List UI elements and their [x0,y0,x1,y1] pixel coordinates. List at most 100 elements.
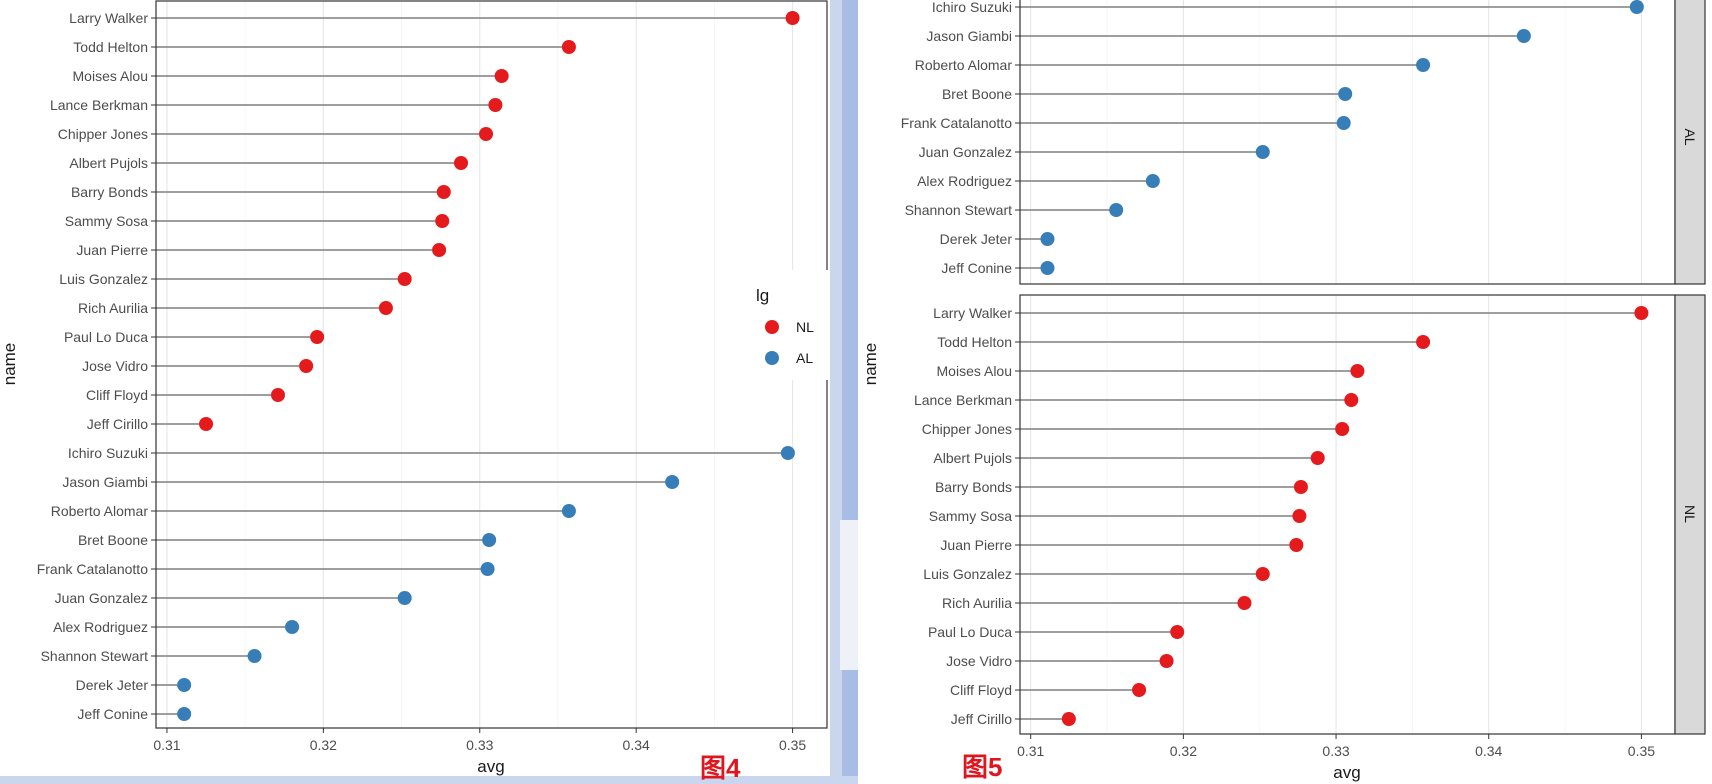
fig4-x-tick-label: 0.31 [153,737,180,753]
fig5-al-label-shannon-stewart: Shannon Stewart [905,202,1013,218]
fig5-nl-strip [1674,294,1706,735]
fig5-nl-label-moises-alou: Moises Alou [937,363,1012,379]
fig5-nl-point-lance-berkman [1344,393,1359,407]
fig4-point-cliff-floyd [271,388,285,402]
fig5-x-tick-labels: 0.31 0.32 0.33 0.34 0.35 [1017,734,1655,759]
fig5-nl-label-rich-aurilia: Rich Aurilia [942,595,1012,611]
fig4-label-barry-bonds: Barry Bonds [71,184,148,200]
fig4-label-alex-rodriguez: Alex Rodriguez [53,619,148,635]
fig4-label-larry-walker: Larry Walker [69,10,148,26]
fig5-nl-point-cliff-floyd [1132,683,1147,697]
fig5-y-axis-title: name [861,343,880,386]
fig5-nl-point-jose-vidro [1159,654,1174,668]
fig5-al-label-jeff-conine: Jeff Conine [941,260,1012,276]
fig4-point-chipper-jones [479,127,494,141]
fig4-point-rich-aurilia [378,301,393,315]
fig5-nl-label-jose-vidro: Jose Vidro [946,653,1012,669]
fig4-panel-background [156,0,827,728]
fig4-point-jason-giambi [665,475,680,489]
fig5-al-point-jason-giambi [1516,29,1531,43]
fig5-nl-label-chipper-jones: Chipper Jones [922,421,1012,437]
fig5-x-axis-title: avg [1333,763,1360,782]
fig5-nl-point-jeff-cirillo [1061,712,1076,726]
fig5-background [858,0,1712,784]
fig4-point-ichiro-suzuki [780,446,795,460]
fig5-x-tick-label: 0.32 [1170,743,1197,759]
fig4-label-albert-pujols: Albert Pujols [69,155,148,171]
fig5-al-label-bret-boone: Bret Boone [942,86,1012,102]
fig5-al-gridlines [1030,0,1642,284]
fig5-al-label-derek-jeter: Derek Jeter [940,231,1013,247]
fig4-point-larry-walker [785,11,800,25]
fig4-label-jose-vidro: Jose Vidro [82,358,148,374]
fig5-al-marks [1020,0,1644,275]
fig5-al-label-roberto-alomar: Roberto Alomar [915,57,1013,73]
fig4-x-tick-label: 0.32 [310,737,337,753]
fig5-nl-point-luis-gonzalez [1255,567,1270,581]
fig4-label-todd-helton: Todd Helton [73,39,148,55]
fig5-facet-nl: NL Larry Walker Todd Helton Moises Alou Lan… [914,294,1706,735]
fig4-label-jeff-conine: Jeff Conine [77,706,148,722]
fig5-al-label-juan-gonzalez: Juan Gonzalez [919,144,1012,160]
fig4-label-lance-berkman: Lance Berkman [50,97,148,113]
fig5-x-tick-label: 0.35 [1628,743,1655,759]
fig4-x-tick-label: 0.35 [779,737,806,753]
fig5-nl-label-albert-pujols: Albert Pujols [933,450,1012,466]
fig4-caption-label: 图4 [700,753,741,783]
fig4-label-jason-giambi: Jason Giambi [62,474,148,490]
fig5-nl-point-chipper-jones [1335,422,1350,436]
fig5-nl-label-luis-gonzalez: Luis Gonzalez [923,566,1012,582]
fig4-label-frank-catalanotto: Frank Catalanotto [37,561,148,577]
fig5-caption-label: 图5 [962,752,1002,782]
fig5-al-point-frank-catalanotto [1336,116,1351,130]
fig5-nl-point-sammy-sosa [1292,509,1307,523]
fig5-al-point-juan-gonzalez [1255,145,1270,159]
fig5-al-label-ichiro-suzuki: Ichiro Suzuki [932,0,1012,15]
fig4-y-tick-labels: Larry Walker Todd Helton Moises Alou Lance … [37,10,156,722]
fig4-x-tick-label: 0.34 [623,737,650,753]
fig5-al-strip-label: AL [1682,128,1698,145]
fig5-nl-point-albert-pujols [1310,451,1325,465]
fig5-al-point-derek-jeter [1040,232,1055,246]
fig5-x-tick-label: 0.34 [1475,743,1502,759]
fig4-label-shannon-stewart: Shannon Stewart [41,648,149,664]
fig5-nl-label-juan-pierre: Juan Pierre [940,537,1012,553]
fig4-label-bret-boone: Bret Boone [78,532,148,548]
fig4-point-jose-vidro [299,359,314,373]
fig5-al-y-tick-labels: Ichiro Suzuki Jason Giambi Roberto Alomar B… [901,0,1020,276]
fig5-al-strip [1674,0,1706,285]
fig5-al-label-jason-giambi: Jason Giambi [926,28,1012,44]
fig5-nl-point-moises-alou [1350,364,1365,378]
figure-5-chart: AL Ichiro Suzuki Jason Giambi Roberto Alom… [858,0,1712,784]
fig4-marks [156,11,800,721]
fig4-legend-title: lg [756,286,769,305]
fig4-label-roberto-alomar: Roberto Alomar [51,503,149,519]
taskbar-strip [0,776,860,784]
fig4-point-bret-boone [482,533,497,547]
fig4-label-cliff-floyd: Cliff Floyd [86,387,148,403]
fig5-al-point-shannon-stewart [1109,203,1124,217]
fig5-al-point-jeff-conine [1040,261,1055,275]
fig4-point-sammy-sosa [435,214,450,228]
fig4-point-paul-lo-duca [310,330,325,344]
fig5-nl-label-paul-lo-duca: Paul Lo Duca [928,624,1012,640]
fig5-al-point-roberto-alomar [1416,58,1431,72]
fig5-al-point-ichiro-suzuki [1629,0,1644,14]
fig4-point-albert-pujols [454,156,468,170]
fig5-nl-label-larry-walker: Larry Walker [933,305,1012,321]
fig4-point-barry-bonds [436,185,451,199]
fig4-label-juan-pierre: Juan Pierre [76,242,148,258]
fig4-point-luis-gonzalez [397,272,412,286]
fig5-nl-strip-label: NL [1682,505,1698,523]
fig5-x-tick-label: 0.33 [1322,743,1349,759]
fig5-nl-label-jeff-cirillo: Jeff Cirillo [951,711,1012,727]
fig5-nl-marks [1020,306,1649,726]
fig5-nl-label-lance-berkman: Lance Berkman [914,392,1012,408]
fig5-nl-label-cliff-floyd: Cliff Floyd [950,682,1012,698]
fig4-point-frank-catalanotto [480,562,495,576]
fig4-legend-key-nl [765,320,779,334]
fig4-point-derek-jeter [177,678,192,692]
fig4-point-jeff-conine [177,707,192,721]
fig5-al-label-alex-rodriguez: Alex Rodriguez [917,173,1012,189]
fig4-point-juan-pierre [432,243,447,257]
